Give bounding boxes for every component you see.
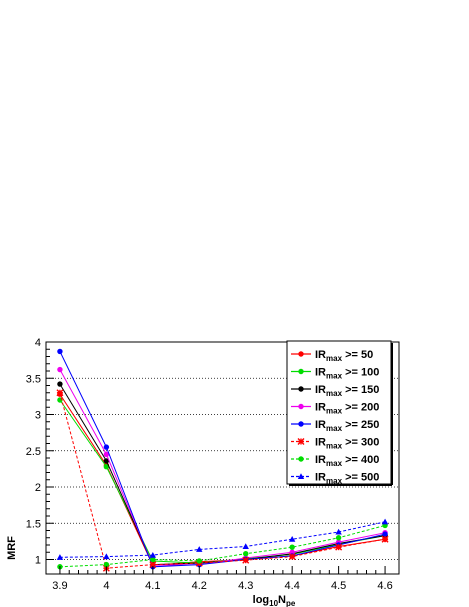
data-point <box>196 558 202 564</box>
data-point <box>382 531 388 537</box>
x-tick-label: 4.3 <box>238 580 253 592</box>
legend-label: IRmax >= 500 <box>315 472 379 486</box>
legend-entry-100: IRmax >= 100 <box>291 367 379 381</box>
data-point <box>335 543 343 551</box>
legend-entry-250: IRmax >= 250 <box>291 419 379 433</box>
data-point <box>335 535 342 541</box>
data-point <box>149 551 157 558</box>
data-point <box>57 381 63 387</box>
y-tick-label: 2.5 <box>26 446 41 458</box>
legend-marker <box>298 456 304 462</box>
y-tick-label: 3.5 <box>26 373 41 385</box>
data-point <box>381 518 389 525</box>
legend-label: IRmax >= 250 <box>315 419 379 433</box>
y-tick-label: 1 <box>35 555 41 567</box>
x-tick-label: 4.6 <box>377 580 392 592</box>
data-point <box>196 546 203 552</box>
y-tick-label: 3 <box>35 410 41 422</box>
data-point <box>150 556 156 563</box>
data-point <box>56 554 64 560</box>
legend-entry-500: IRmax >= 500 <box>291 472 379 486</box>
legend-marker <box>298 368 304 375</box>
legend-marker <box>297 438 305 445</box>
y-tick-label: 2 <box>35 482 41 494</box>
y-axis-label: MRF <box>6 536 18 560</box>
data-point <box>243 551 249 557</box>
data-point <box>242 543 249 550</box>
legend-label: IRmax >= 50 <box>315 349 373 363</box>
data-point <box>103 553 110 560</box>
x-tick-label: 4.5 <box>331 580 346 592</box>
series-line <box>59 392 386 569</box>
legend-marker <box>298 386 304 392</box>
legend-marker <box>297 473 305 480</box>
x-tick-label: 4.2 <box>192 580 207 592</box>
legend-label: IRmax >= 400 <box>315 454 379 468</box>
data-point <box>103 464 110 470</box>
legend: IRmax >= 50 IRmax >= 100 IRmax >= 150 IRmax… <box>286 340 393 486</box>
x-tick-label: 4 <box>103 580 109 592</box>
data-point <box>56 389 64 397</box>
series-line <box>59 521 386 558</box>
x-tick-label: 4.4 <box>285 580 300 592</box>
legend-box <box>286 340 392 485</box>
x-tick-label: 3.9 <box>52 580 67 592</box>
legend-marker <box>298 403 304 410</box>
data-point <box>57 348 63 355</box>
legend-marker <box>298 421 304 427</box>
data-point <box>242 556 250 564</box>
data-point <box>335 528 342 535</box>
data-point <box>103 458 110 464</box>
legend-marker <box>298 351 304 357</box>
data-point <box>103 561 110 568</box>
series-500 <box>56 518 389 560</box>
axes: 1 1.5 2 2.5 3 3.5 4 3.9 4 4.1 4.2 4.3 4.4 4.5 4.6 log10… <box>6 337 400 607</box>
data-point <box>103 444 110 450</box>
x-tick-label: 4.1 <box>145 580 160 592</box>
data-point <box>288 536 296 542</box>
legend-entry-150: IRmax >= 150 <box>291 384 379 398</box>
legend-entry-400: IRmax >= 400 <box>291 454 379 468</box>
data-point <box>289 544 295 550</box>
legend-entry-50: IRmax >= 50 <box>291 349 373 363</box>
data-point <box>57 366 63 373</box>
y-tick-label: 1.5 <box>26 518 41 530</box>
y-tick-label: 4 <box>35 337 41 349</box>
legend-label: IRmax >= 200 <box>315 402 379 416</box>
x-axis-label: log10Npe <box>253 594 296 607</box>
legend-label: IRmax >= 300 <box>315 437 379 451</box>
legend-label: IRmax >= 150 <box>315 384 379 398</box>
data-point <box>381 535 389 543</box>
legend-entry-200: IRmax >= 200 <box>291 402 379 416</box>
series-group <box>56 348 389 572</box>
legend-entry-300: IRmax >= 300 <box>291 437 379 451</box>
legend-label: IRmax >= 100 <box>315 367 379 381</box>
data-point <box>103 451 110 458</box>
data-point <box>288 553 296 561</box>
